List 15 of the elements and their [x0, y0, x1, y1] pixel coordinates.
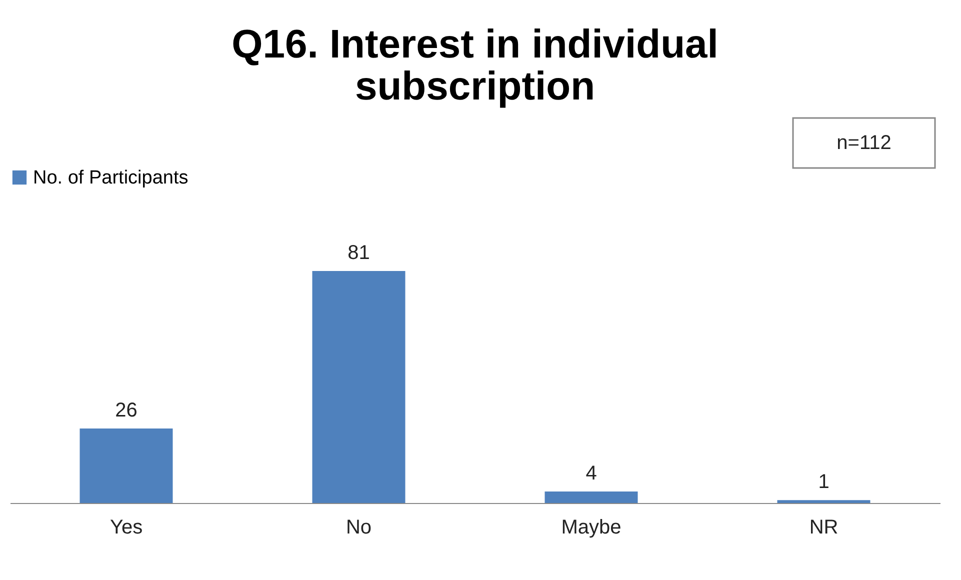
data-label: 26: [115, 400, 138, 422]
data-label: 4: [586, 462, 597, 485]
text: n=112: [836, 132, 892, 154]
bar: [80, 428, 173, 503]
bar: [544, 492, 638, 503]
x-tick-label: Maybe: [561, 516, 622, 538]
bar: [777, 500, 870, 503]
x-tick-label: No: [346, 516, 372, 538]
data-label: 81: [348, 242, 370, 264]
bar: [312, 271, 406, 503]
x-tick-label: NR: [809, 516, 838, 538]
x-tick-label: Yes: [110, 516, 143, 538]
data-label: 1: [818, 471, 830, 494]
chart-title: Q16. Interest in individual subscription: [232, 22, 718, 108]
legend-label: No. of Participants: [33, 168, 188, 188]
